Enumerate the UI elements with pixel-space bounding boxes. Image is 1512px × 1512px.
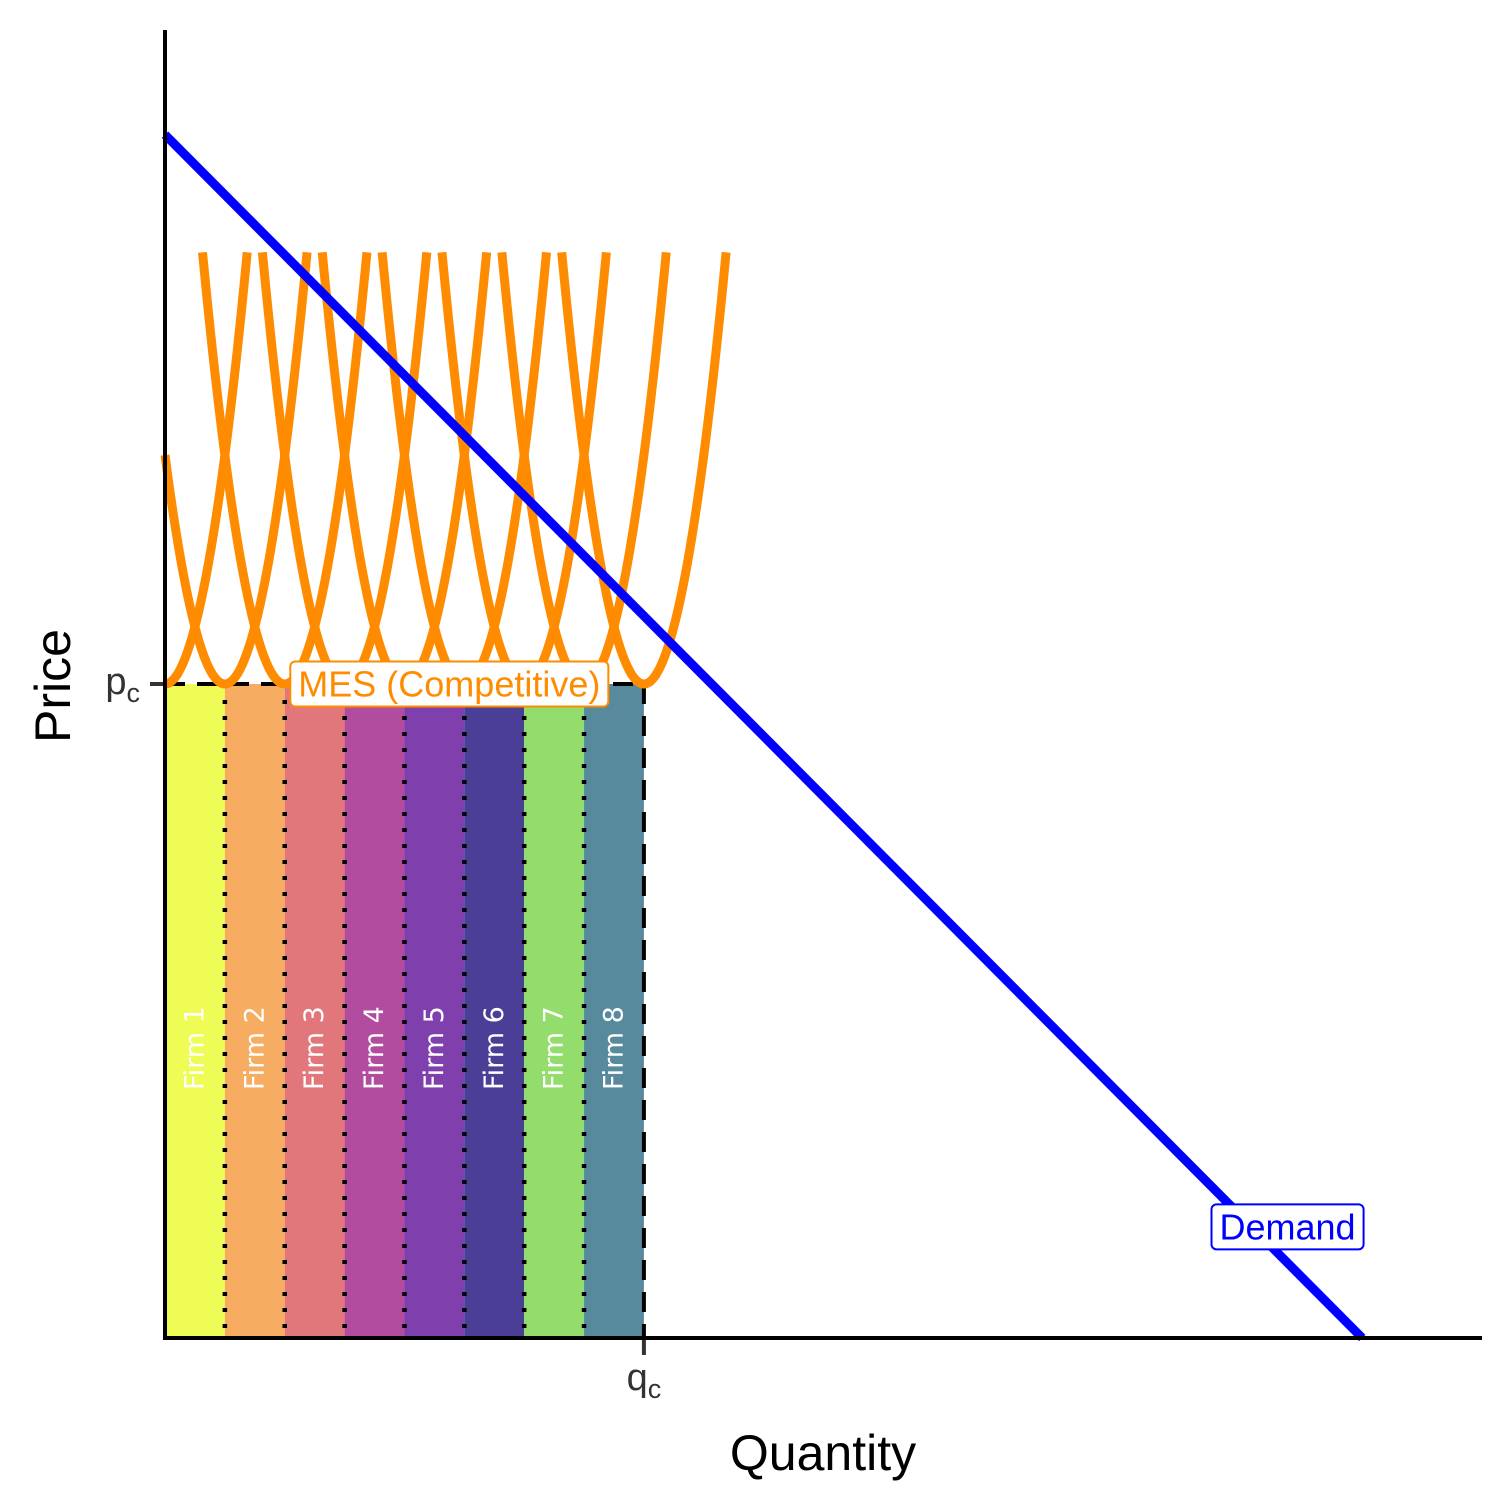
demand-series xyxy=(161,131,1366,1342)
y-axis-title: Price xyxy=(25,629,81,743)
firm-bar xyxy=(524,684,585,1338)
firm-bar xyxy=(165,684,225,1338)
average-cost-curve xyxy=(164,251,252,689)
firm-label: Firm 2 xyxy=(239,1006,270,1090)
firm-label: Firm 3 xyxy=(299,1006,330,1090)
average-cost-curve xyxy=(557,251,731,689)
firm-bar xyxy=(404,684,465,1338)
firm-bar xyxy=(344,684,405,1338)
annotation-labels: MES (Competitive) Demand xyxy=(289,660,1365,1251)
firm-bar xyxy=(584,684,644,1338)
x-tick-label: qc xyxy=(627,1357,662,1404)
y-tick-label: pc xyxy=(105,661,140,708)
firm-label: Firm 5 xyxy=(419,1006,450,1090)
demand-line xyxy=(161,131,1366,1342)
firm-bar xyxy=(224,684,285,1338)
firm-label: Firm 8 xyxy=(598,1006,629,1090)
firm-dividers xyxy=(222,684,587,1338)
firm-bar xyxy=(284,684,345,1338)
firm-bar xyxy=(464,684,525,1338)
mes-label-text: MES (Competitive) xyxy=(298,664,600,705)
firm-label: Firm 6 xyxy=(479,1006,510,1090)
mes-label: MES (Competitive) xyxy=(289,660,610,708)
firm-label: Firm 7 xyxy=(539,1006,570,1090)
demand-label: Demand xyxy=(1210,1203,1365,1251)
firm-label: Firm 1 xyxy=(179,1006,210,1090)
average-cost-curve xyxy=(198,251,372,689)
firm-label: Firm 4 xyxy=(359,1006,390,1090)
firm-bars: Firm 1 Firm 2 Firm 3 Firm 4 Firm 5 Firm 6 Firm… xyxy=(165,684,644,1338)
x-tick-main: q xyxy=(627,1357,648,1399)
y-tick-subscript: c xyxy=(127,678,141,708)
demand-label-text: Demand xyxy=(1220,1206,1356,1247)
y-tick-main: p xyxy=(105,661,126,703)
mes-label-box xyxy=(289,660,610,708)
demand-label-box xyxy=(1210,1203,1365,1251)
x-tick-subscript: c xyxy=(648,1374,662,1404)
x-axis-title: Quantity xyxy=(730,1425,916,1481)
